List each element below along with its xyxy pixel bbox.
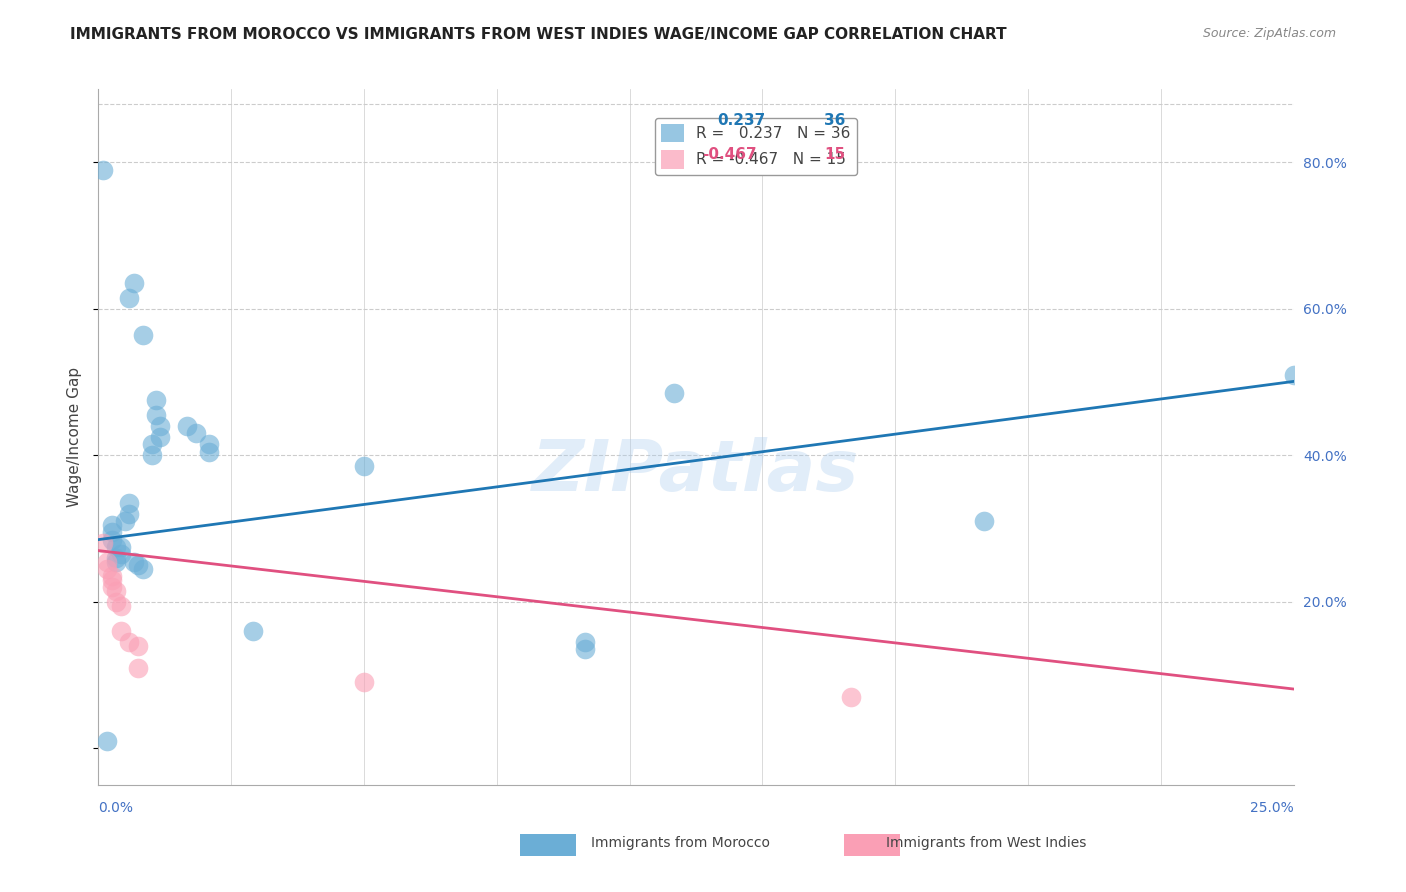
Point [149,419,172,434]
Point [100,569,122,583]
Point [118,507,141,521]
Point [141,449,163,463]
Point [110,540,132,554]
Point [242,624,264,639]
Point [114,514,136,528]
Text: 25.0%: 25.0% [1250,801,1294,814]
Text: 15: 15 [824,147,845,161]
Point [184,426,207,441]
Point [574,635,596,649]
Point [353,459,375,474]
Point [110,547,132,561]
Point [198,444,221,458]
Point [105,595,128,609]
Point [122,555,145,569]
Legend: R =   0.237   N = 36, R = -0.467   N = 15: R = 0.237 N = 36, R = -0.467 N = 15 [655,118,856,175]
Point [110,624,132,639]
Text: 0.237: 0.237 [717,113,766,128]
Point [662,386,685,401]
Point [131,562,153,576]
Point [110,599,132,613]
Point [100,580,122,594]
Point [149,430,172,444]
Point [105,540,128,554]
Point [96,734,118,748]
Point [105,555,128,569]
Text: Immigrants from Morocco: Immigrants from Morocco [591,837,769,850]
Point [91,162,114,177]
Point [131,327,153,342]
Point [100,533,122,547]
Point [1282,368,1305,382]
Point [100,573,122,587]
Point [127,558,149,573]
Y-axis label: Wage/Income Gap: Wage/Income Gap [67,367,83,508]
Point [100,518,122,533]
Point [91,536,114,550]
Text: 0.0%: 0.0% [98,801,134,814]
Point [141,437,163,451]
Point [176,419,198,434]
Text: Source: ZipAtlas.com: Source: ZipAtlas.com [1202,27,1336,40]
Text: 36: 36 [824,113,845,128]
Point [839,690,862,704]
Text: -0.467: -0.467 [702,147,756,161]
Point [105,550,128,565]
Point [127,661,149,675]
Point [145,408,167,422]
Point [574,642,596,657]
Point [353,675,375,690]
Point [96,562,118,576]
Text: IMMIGRANTS FROM MOROCCO VS IMMIGRANTS FROM WEST INDIES WAGE/INCOME GAP CORRELATI: IMMIGRANTS FROM MOROCCO VS IMMIGRANTS FR… [70,27,1007,42]
Point [118,635,141,649]
Point [973,514,995,528]
Text: ZIPatlas: ZIPatlas [533,437,859,507]
Point [105,583,128,598]
Point [122,277,145,291]
Text: Immigrants from West Indies: Immigrants from West Indies [886,837,1087,850]
Point [127,639,149,653]
Point [100,525,122,540]
Point [198,437,221,451]
Point [118,291,141,305]
Point [118,496,141,510]
Point [96,555,118,569]
Point [145,393,167,408]
